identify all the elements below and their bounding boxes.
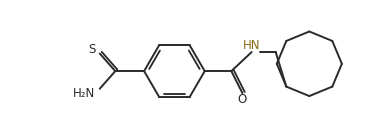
Text: HN: HN [243, 39, 260, 52]
Text: S: S [88, 43, 95, 56]
Text: H₂N: H₂N [73, 87, 95, 100]
Text: O: O [238, 93, 247, 106]
